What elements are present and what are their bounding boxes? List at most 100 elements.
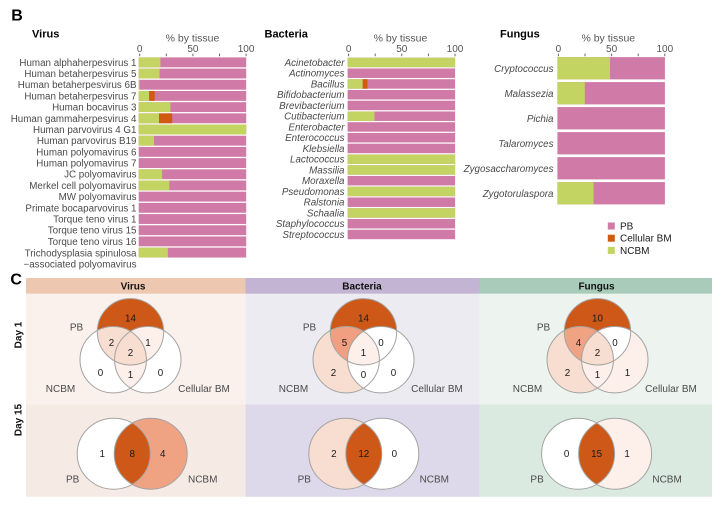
svg-text:50: 50	[606, 44, 618, 55]
svg-text:Enterobacter: Enterobacter	[288, 122, 345, 133]
svg-text:2: 2	[565, 368, 570, 379]
svg-text:0: 0	[391, 368, 397, 379]
svg-text:% by tissue: % by tissue	[581, 33, 635, 45]
svg-text:Enterococcus: Enterococcus	[285, 133, 344, 144]
svg-text:50: 50	[187, 44, 199, 55]
svg-text:2: 2	[595, 348, 600, 359]
svg-text:Cellular BM: Cellular BM	[645, 384, 697, 395]
svg-text:1: 1	[145, 338, 150, 349]
svg-text:−associated polyomavirus: −associated polyomavirus	[24, 260, 137, 271]
svg-text:1: 1	[361, 348, 366, 359]
svg-text:Torque teno virus 1: Torque teno virus 1	[53, 215, 136, 226]
svg-text:Bacteria: Bacteria	[265, 29, 309, 41]
svg-text:NCBM: NCBM	[513, 384, 542, 395]
svg-text:1: 1	[624, 449, 629, 460]
svg-text:Cellular BM: Cellular BM	[411, 384, 463, 395]
svg-text:C: C	[10, 272, 22, 289]
svg-text:Merkel cell polyomavirus: Merkel cell polyomavirus	[29, 181, 136, 192]
svg-text:NCBM: NCBM	[652, 475, 681, 486]
svg-text:2: 2	[331, 368, 336, 379]
svg-text:PB: PB	[70, 323, 84, 334]
svg-text:PB: PB	[537, 323, 551, 334]
svg-text:0: 0	[378, 338, 384, 349]
svg-text:Human gammaherpesvirus 4: Human gammaherpesvirus 4	[11, 114, 137, 125]
svg-text:Klebsiella: Klebsiella	[303, 144, 345, 155]
svg-text:Virus: Virus	[121, 282, 146, 293]
svg-text:1: 1	[99, 449, 104, 460]
svg-text:4: 4	[576, 338, 582, 349]
svg-text:Cutibacterium: Cutibacterium	[284, 112, 344, 123]
svg-text:Malassezia: Malassezia	[504, 89, 554, 100]
svg-text:Zygosaccharomyces: Zygosaccharomyces	[463, 164, 554, 175]
svg-text:Fungus: Fungus	[578, 282, 615, 293]
svg-text:B: B	[11, 8, 23, 25]
svg-text:100: 100	[656, 44, 673, 55]
svg-text:MW polyomavirus: MW polyomavirus	[59, 192, 137, 203]
svg-text:Primate bocaparvovirus 1: Primate bocaparvovirus 1	[25, 203, 136, 214]
svg-text:100: 100	[238, 44, 255, 55]
svg-text:Cryptococcus: Cryptococcus	[494, 64, 553, 75]
svg-text:NCBM: NCBM	[620, 246, 649, 257]
svg-text:Zygotorulaspora: Zygotorulaspora	[482, 189, 554, 200]
svg-text:Human betaherpesvirus 6B: Human betaherpesvirus 6B	[18, 80, 137, 91]
svg-text:Massilia: Massilia	[309, 165, 345, 176]
svg-text:% by tissue: % by tissue	[374, 33, 428, 45]
svg-text:Fungus: Fungus	[500, 29, 540, 41]
svg-text:1: 1	[595, 370, 600, 381]
svg-text:Human parvovirus 4 G1: Human parvovirus 4 G1	[33, 125, 136, 136]
svg-text:PB: PB	[303, 323, 317, 334]
svg-text:Human polyomavirus 6: Human polyomavirus 6	[36, 147, 137, 158]
svg-text:Cellular BM: Cellular BM	[620, 234, 672, 245]
svg-text:Pseudomonas: Pseudomonas	[282, 187, 345, 198]
svg-text:Human betaherpesvirus 5: Human betaherpesvirus 5	[24, 69, 137, 80]
svg-text:Human bocavirus 3: Human bocavirus 3	[52, 103, 137, 114]
svg-text:Bacteria: Bacteria	[342, 282, 382, 293]
svg-text:0: 0	[564, 449, 570, 460]
svg-text:NCBM: NCBM	[279, 384, 308, 395]
svg-text:Day 1: Day 1	[14, 321, 25, 348]
svg-text:NCBM: NCBM	[46, 384, 75, 395]
svg-text:Brevibacterium: Brevibacterium	[279, 101, 344, 112]
svg-text:14: 14	[358, 313, 369, 324]
svg-text:0: 0	[346, 44, 352, 55]
svg-text:Pichia: Pichia	[527, 114, 554, 125]
svg-text:PB: PB	[66, 475, 80, 486]
svg-text:0: 0	[361, 370, 367, 381]
svg-text:15: 15	[591, 449, 602, 460]
svg-text:0: 0	[392, 449, 398, 460]
svg-text:Lactococcus: Lactococcus	[290, 155, 345, 166]
svg-text:2: 2	[331, 449, 336, 460]
svg-text:0: 0	[556, 44, 562, 55]
svg-text:1: 1	[128, 370, 133, 381]
svg-text:2: 2	[109, 338, 114, 349]
svg-text:Day 15: Day 15	[14, 403, 25, 436]
svg-text:Bifidobacterium: Bifidobacterium	[277, 90, 345, 101]
svg-text:Trichodysplasia spinulosa: Trichodysplasia spinulosa	[25, 249, 137, 260]
svg-text:JC polyomavirus: JC polyomavirus	[64, 170, 137, 181]
svg-text:NCBM: NCBM	[188, 475, 217, 486]
svg-text:10: 10	[592, 313, 603, 324]
svg-text:PB: PB	[530, 475, 544, 486]
svg-text:100: 100	[447, 44, 464, 55]
svg-text:Staphylococcus: Staphylococcus	[276, 219, 345, 230]
svg-text:Torque teno virus 16: Torque teno virus 16	[48, 237, 137, 248]
svg-text:Human betaherpesvirus 7: Human betaherpesvirus 7	[24, 91, 136, 102]
svg-text:Ralstonia: Ralstonia	[304, 198, 345, 209]
svg-text:PB: PB	[298, 475, 312, 486]
svg-text:% by tissue: % by tissue	[166, 33, 220, 45]
svg-text:Human alphaherpesvirus 1: Human alphaherpesvirus 1	[19, 58, 136, 69]
svg-text:Talaromyces: Talaromyces	[498, 139, 553, 150]
svg-text:0: 0	[137, 44, 143, 55]
svg-text:Cellular BM: Cellular BM	[178, 384, 230, 395]
svg-text:NCBM: NCBM	[420, 475, 449, 486]
svg-text:4: 4	[160, 449, 166, 460]
svg-text:0: 0	[612, 338, 618, 349]
svg-text:Schaalia: Schaalia	[307, 208, 345, 219]
svg-text:12: 12	[358, 449, 369, 460]
svg-text:PB: PB	[620, 222, 634, 233]
svg-text:8: 8	[129, 449, 135, 460]
svg-text:Human polyomavirus 7: Human polyomavirus 7	[36, 159, 136, 170]
svg-text:5: 5	[342, 338, 348, 349]
svg-text:Virus: Virus	[32, 29, 59, 41]
svg-text:Moraxella: Moraxella	[302, 176, 345, 187]
